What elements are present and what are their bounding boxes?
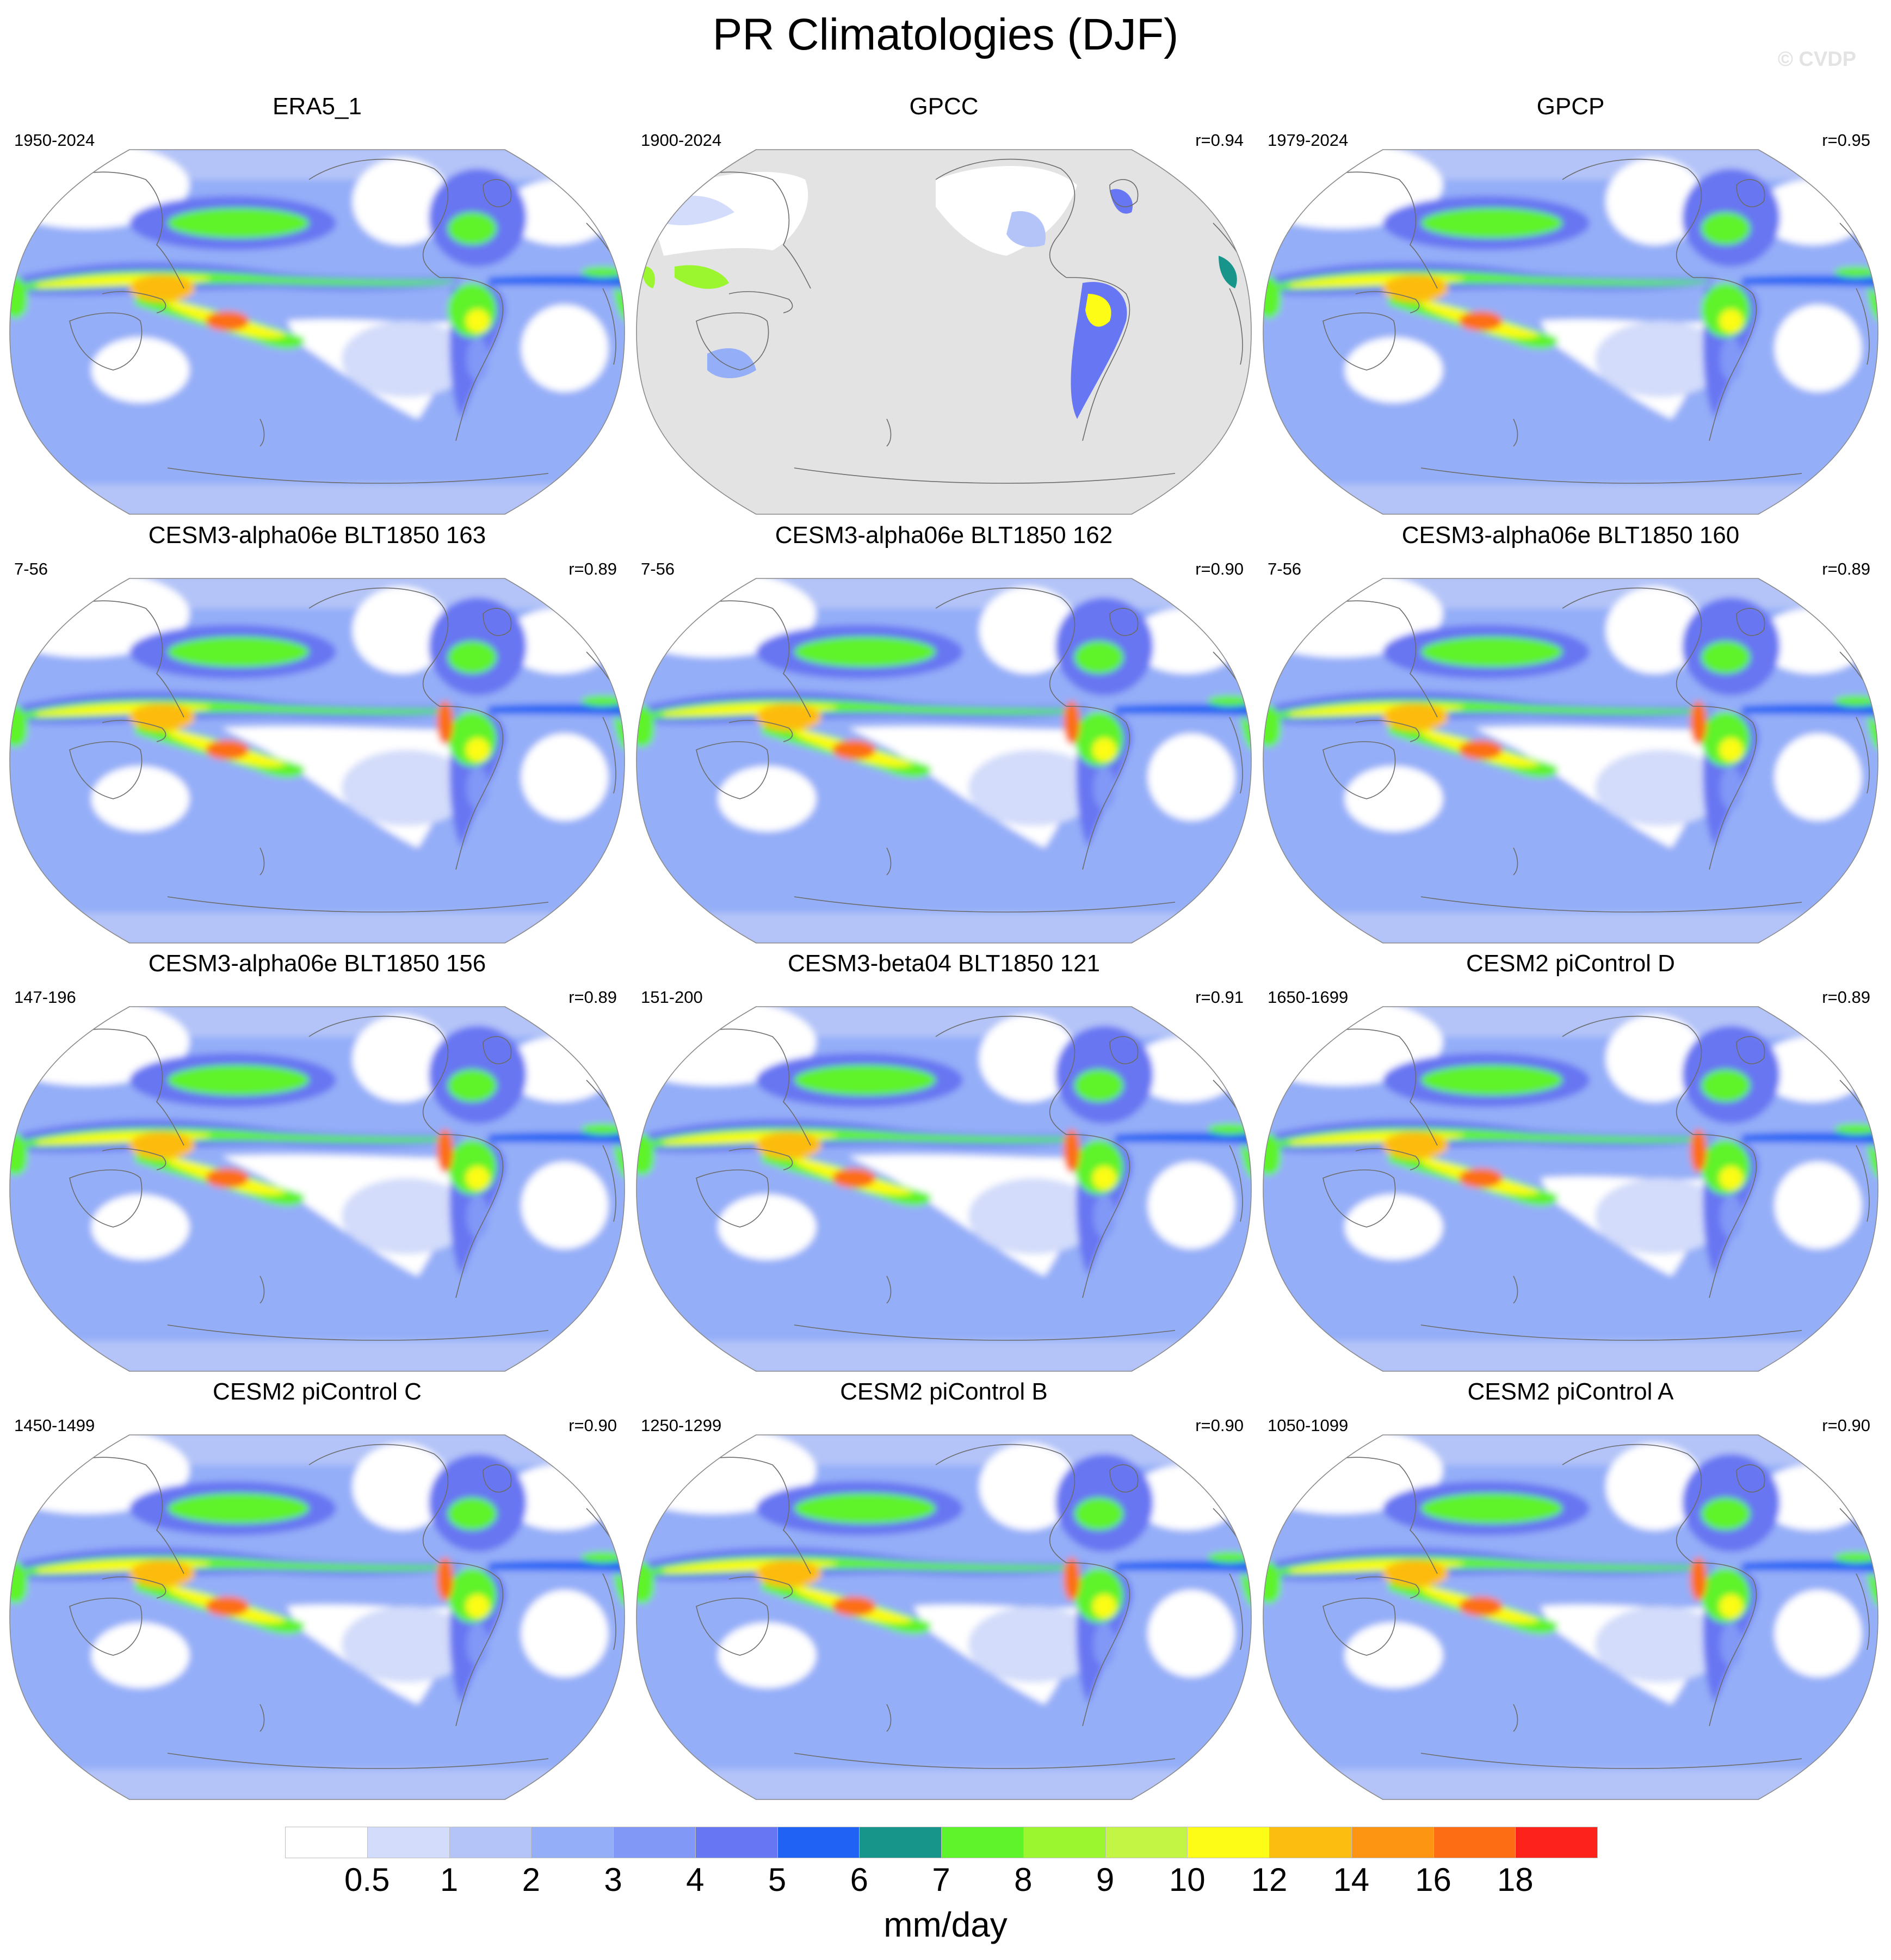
panel-correlation: r=0.89 [568,988,617,1007]
panel-years: 7-56 [1268,559,1302,578]
map-panel: GPCC 1900-2024 r=0.94 [631,93,1257,522]
panel-years: 1250-1299 [641,1416,722,1435]
precip-map [9,1006,625,1372]
colorbar-box [1105,1827,1188,1858]
colorbar-box [695,1827,778,1858]
map-panel: CESM3-alpha06e BLT1850 162 7-56 r=0.90 [631,521,1257,951]
panel-correlation: r=0.89 [1822,559,1870,578]
precip-map [636,1006,1252,1372]
precip-map [9,578,625,944]
figure-title: PR Climatologies (DJF) [712,10,1179,59]
panel-correlation: r=0.94 [1195,131,1244,150]
colorbar-tick-label: 4 [686,1862,705,1898]
colorbar-box [285,1827,368,1858]
panel-years: 1050-1099 [1268,1416,1349,1435]
colorbar-tick-label: 0.5 [344,1862,390,1898]
map-panel: GPCP 1979-2024 r=0.95 [1258,93,1883,522]
panel-title: CESM3-alpha06e BLT1850 163 [148,522,486,548]
precip-map [636,149,1252,515]
colorbar-tick-label: 2 [522,1862,540,1898]
panel-correlation: r=0.90 [1195,559,1244,578]
colorbar-box [1433,1827,1516,1858]
precip-map [1263,149,1878,515]
panel-title: CESM2 piControl A [1467,1378,1674,1405]
colorbar-tick-label: 12 [1251,1862,1288,1898]
panel-correlation: r=0.95 [1822,131,1870,150]
panel-title: CESM3-alpha06e BLT1850 160 [1401,522,1740,548]
panel-correlation: r=0.89 [1822,988,1870,1007]
panel-years: 7-56 [641,559,675,578]
colorbar-tick-label: 6 [850,1862,868,1898]
panel-years: 7-56 [14,559,48,578]
colorbar [285,1827,1598,1859]
panel-years: 147-196 [14,988,76,1007]
colorbar-box [367,1827,450,1858]
precip-map [1263,1434,1878,1800]
colorbar-units: mm/day [883,1905,1008,1944]
colorbar-box [1351,1827,1434,1858]
map-panel: CESM3-alpha06e BLT1850 160 7-56 r=0.89 [1258,521,1883,951]
colorbar-tick-label: 3 [604,1862,622,1898]
panel-correlation: r=0.91 [1195,988,1244,1007]
panel-title: ERA5_1 [273,93,362,120]
panel-title: CESM3-alpha06e BLT1850 156 [148,950,486,977]
colorbar-tick-label: 18 [1497,1862,1534,1898]
panel-title: CESM2 piControl D [1466,950,1675,977]
panel-title: GPCP [1536,93,1605,120]
precip-map [636,1434,1252,1800]
colorbar-tick-label: 14 [1333,1862,1370,1898]
colorbar-tick-label: 9 [1096,1862,1115,1898]
panel-correlation: r=0.90 [568,1416,617,1435]
panel-years: 151-200 [641,988,703,1007]
precip-map [9,149,625,515]
colorbar-box [613,1827,696,1858]
map-panel: CESM2 piControl C 1450-1499 r=0.90 [4,1378,630,1808]
panel-title: CESM2 piControl C [213,1378,422,1405]
colorbar-tick-label: 7 [932,1862,950,1898]
precip-map [9,1434,625,1800]
panel-correlation: r=0.90 [1822,1416,1870,1435]
colorbar-box [777,1827,860,1858]
colorbar-box [1515,1827,1598,1858]
map-panel: CESM3-alpha06e BLT1850 163 7-56 r=0.89 [4,521,630,951]
colorbar-box [531,1827,614,1858]
colorbar-tick-label: 1 [440,1862,459,1898]
colorbar-box [1187,1827,1270,1858]
colorbar-box [941,1827,1024,1858]
colorbar-box [1023,1827,1106,1858]
precip-map [636,578,1252,944]
panel-years: 1650-1699 [1268,988,1349,1007]
colorbar-tick-label: 16 [1415,1862,1451,1898]
panel-correlation: r=0.90 [1195,1416,1244,1435]
colorbar-tick-label: 10 [1169,1862,1206,1898]
panel-years: 1900-2024 [641,131,722,150]
panel-title: GPCC [909,93,979,120]
panel-years: 1950-2024 [14,131,95,150]
map-panel: CESM2 piControl B 1250-1299 r=0.90 [631,1378,1257,1808]
colorbar-box [449,1827,532,1858]
panel-years: 1979-2024 [1268,131,1349,150]
map-panel: CESM3-beta04 BLT1850 121 151-200 r=0.91 [631,950,1257,1379]
map-panel: ERA5_1 1950-2024 [4,93,630,522]
colorbar-tick-label: 5 [768,1862,787,1898]
map-panel: CESM3-alpha06e BLT1850 156 147-196 r=0.89 [4,950,630,1379]
precip-map [1263,578,1878,944]
panel-correlation: r=0.89 [568,559,617,578]
colorbar-box [859,1827,942,1858]
colorbar-box [1269,1827,1352,1858]
map-panel: CESM2 piControl A 1050-1099 r=0.90 [1258,1378,1883,1808]
panel-title: CESM3-beta04 BLT1850 121 [788,950,1100,977]
map-panel: CESM2 piControl D 1650-1699 r=0.89 [1258,950,1883,1379]
panel-title: CESM2 piControl B [840,1378,1048,1405]
panel-title: CESM3-alpha06e BLT1850 162 [775,522,1113,548]
colorbar-tick-label: 8 [1014,1862,1033,1898]
cvdp-watermark: © CVDP [1777,48,1856,71]
panel-years: 1450-1499 [14,1416,95,1435]
precip-map [1263,1006,1878,1372]
